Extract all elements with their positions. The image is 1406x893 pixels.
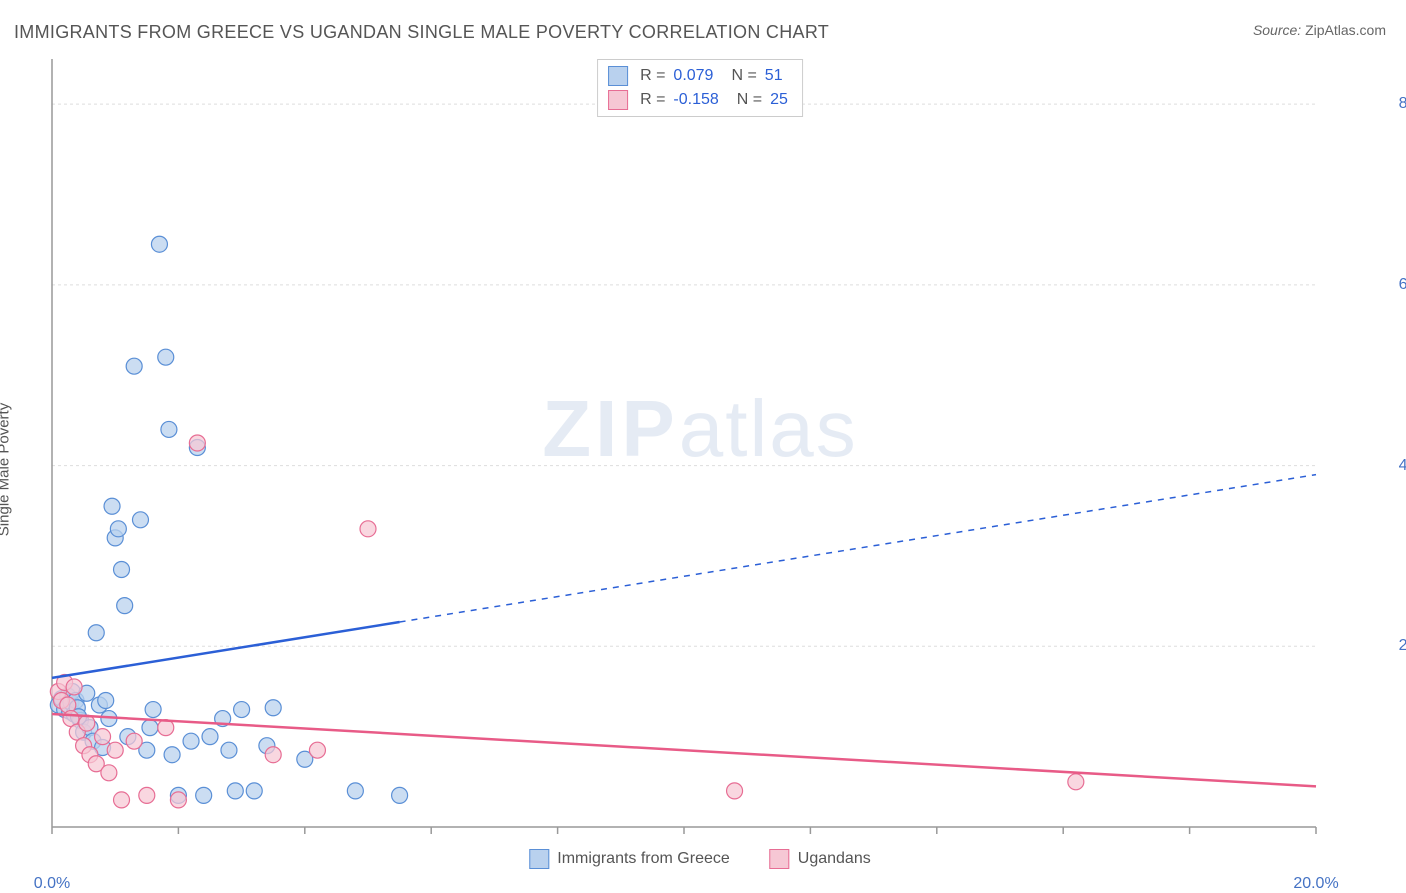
source-credit: Source: ZipAtlas.com — [1253, 22, 1386, 38]
n-label: N = — [737, 88, 762, 112]
stats-legend: R = 0.079 N = 51 R = -0.158 N = 25 — [597, 59, 803, 117]
y-axis-label: Single Male Poverty — [0, 403, 13, 536]
legend-label: Immigrants from Greece — [557, 850, 729, 868]
source-label: Source: — [1253, 22, 1301, 38]
y-tick-label: 80.0% — [1399, 95, 1406, 113]
n-value: 25 — [770, 88, 788, 112]
stats-legend-row: R = 0.079 N = 51 — [608, 64, 788, 88]
legend-swatch — [608, 90, 628, 110]
n-value: 51 — [765, 64, 783, 88]
y-tick-label: 20.0% — [1399, 637, 1406, 655]
legend-label: Ugandans — [798, 850, 871, 868]
scatter-plot — [14, 55, 1386, 867]
series-legend: Immigrants from Greece Ugandans — [529, 849, 870, 869]
y-tick-label: 60.0% — [1399, 276, 1406, 294]
legend-item: Immigrants from Greece — [529, 849, 729, 869]
legend-swatch — [770, 849, 790, 869]
x-tick-label: 0.0% — [34, 875, 70, 893]
chart-container: Single Male Poverty ZIPatlas R = 0.079N … — [14, 55, 1386, 867]
r-value: 0.079 — [673, 64, 713, 88]
legend-item: Ugandans — [770, 849, 871, 869]
stats-legend-row: R = -0.158 N = 25 — [608, 88, 788, 112]
y-tick-label: 40.0% — [1399, 457, 1406, 475]
r-value: -0.158 — [673, 88, 718, 112]
legend-swatch — [608, 66, 628, 86]
x-tick-label: 20.0% — [1293, 875, 1338, 893]
r-label: R = — [640, 88, 665, 112]
r-label: R = — [640, 64, 665, 88]
source-value: ZipAtlas.com — [1305, 22, 1386, 38]
chart-title: IMMIGRANTS FROM GREECE VS UGANDAN SINGLE… — [14, 22, 829, 43]
legend-swatch — [529, 849, 549, 869]
n-label: N = — [731, 64, 756, 88]
